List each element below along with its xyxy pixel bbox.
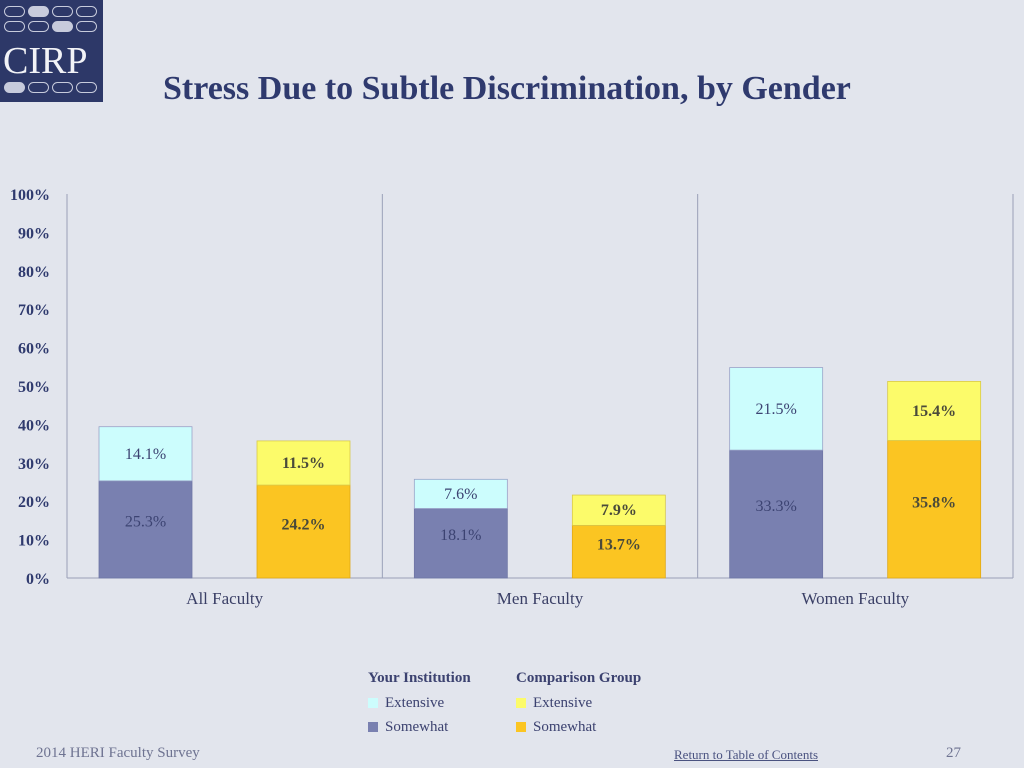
bar-inst-extensive — [98, 426, 193, 482]
legend-inst-extensive-swatch — [368, 698, 378, 708]
bar-inst-somewhat — [413, 508, 508, 579]
bar-inst-extensive — [413, 478, 508, 509]
data-label-comp-somewhat: 13.7% — [597, 537, 641, 554]
data-label-inst-somewhat: 33.3% — [756, 498, 797, 515]
legend-comp-somewhat: Somewhat — [516, 715, 641, 739]
data-label-inst-extensive: 7.6% — [444, 486, 477, 503]
bar-comp-extensive — [571, 494, 666, 526]
data-label-inst-extensive: 14.1% — [125, 446, 166, 463]
x-category-label: Women Faculty — [801, 589, 909, 608]
data-label-comp-extensive: 11.5% — [282, 455, 325, 472]
legend-inst-header: Your Institution — [368, 670, 471, 686]
legend-inst-extensive-label: Extensive — [385, 694, 445, 711]
data-label-comp-somewhat: 35.8% — [912, 494, 956, 511]
data-label-inst-somewhat: 25.3% — [125, 513, 166, 530]
page-title: Stress Due to Subtle Discrimination, by … — [163, 70, 851, 107]
y-tick-label: 60% — [18, 341, 50, 358]
legend-comp-header: Comparison Group — [516, 670, 642, 686]
bar-inst-somewhat — [729, 449, 824, 579]
bar-comp-somewhat — [256, 484, 351, 579]
legend-inst-somewhat-label: Somewhat — [385, 718, 449, 735]
legend-inst-extensive: Extensive — [368, 691, 471, 715]
logo-dot-pattern — [4, 6, 100, 36]
y-tick-label: 30% — [18, 456, 50, 473]
footer-survey-name: 2014 HERI Faculty Survey — [36, 745, 200, 761]
page-number: 27 — [946, 745, 961, 761]
data-label-comp-extensive: 15.4% — [912, 403, 956, 420]
legend-comp-somewhat-swatch — [516, 722, 526, 732]
legend-inst-somewhat-swatch — [368, 722, 378, 732]
x-category-label: Men Faculty — [497, 589, 584, 608]
legend-comp-extensive-label: Extensive — [533, 694, 593, 711]
y-tick-label: 20% — [18, 494, 50, 511]
y-tick-label: 70% — [18, 302, 50, 319]
legend-inst-somewhat: Somewhat — [368, 715, 471, 739]
bar-comp-extensive — [887, 380, 982, 441]
bar-inst-extensive — [729, 367, 824, 451]
bar-comp-somewhat — [571, 524, 666, 579]
y-tick-label: 0% — [26, 571, 50, 588]
y-tick-label: 40% — [18, 417, 50, 434]
legend-comp-extensive: Extensive — [516, 691, 641, 715]
bar-comp-somewhat — [887, 440, 982, 579]
data-label-inst-extensive: 21.5% — [756, 401, 797, 418]
data-label-comp-somewhat: 24.2% — [282, 517, 326, 534]
logo-text: CIRP — [3, 40, 88, 82]
y-tick-label: 100% — [10, 187, 50, 204]
data-label-inst-somewhat: 18.1% — [440, 527, 481, 544]
bar-comp-extensive — [256, 440, 351, 486]
y-tick-label: 80% — [18, 264, 50, 281]
legend-comp-somewhat-label: Somewhat — [533, 718, 597, 735]
cirp-logo: CIRP — [0, 0, 103, 102]
legend-your-institution: Your Institution Extensive Somewhat — [368, 670, 471, 739]
data-label-comp-extensive: 7.9% — [601, 502, 637, 519]
x-category-label: All Faculty — [186, 589, 263, 608]
legend-comparison-group: Comparison Group Extensive Somewhat — [516, 670, 641, 739]
return-to-toc-link[interactable]: Return to Table of Contents — [674, 747, 818, 762]
y-tick-label: 50% — [18, 379, 50, 396]
y-tick-label: 90% — [18, 225, 50, 242]
y-tick-label: 10% — [18, 533, 50, 550]
legend-comp-extensive-swatch — [516, 698, 526, 708]
bar-inst-somewhat — [98, 480, 193, 579]
